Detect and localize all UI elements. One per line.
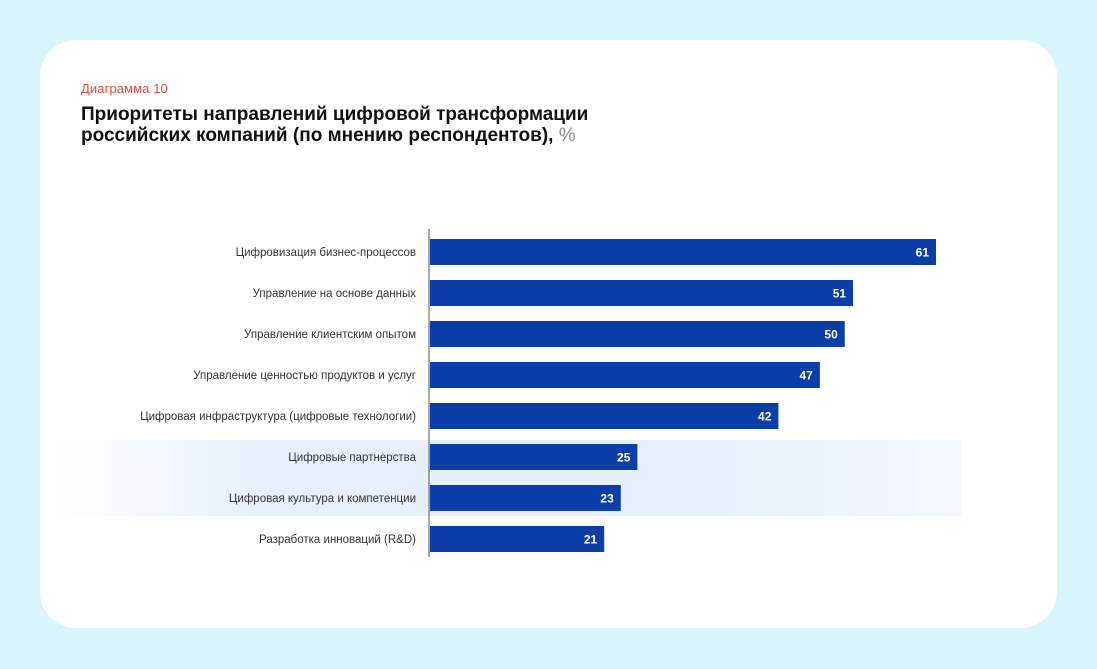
category-label: Цифровая культура и компетенции [229, 493, 416, 505]
category-label: Управление ценностью продуктов и услуг [193, 370, 416, 382]
data-label: 42 [758, 410, 772, 424]
bar [430, 280, 854, 306]
data-label: 61 [916, 246, 930, 260]
chart-title: Приоритеты направлений цифровой трансфор… [81, 104, 681, 146]
chart-title-line1: Приоритеты направлений цифровой трансфор… [81, 104, 589, 125]
bar [430, 321, 845, 347]
bar [430, 362, 820, 388]
bar [430, 444, 638, 470]
category-label: Управление на основе данных [253, 288, 417, 300]
data-label: 51 [833, 287, 847, 301]
bar [430, 526, 605, 552]
category-label: Цифровая инфраструктура (цифровые технол… [140, 411, 416, 423]
bar [430, 239, 936, 265]
category-label: Цифровизация бизнес-процессов [236, 247, 416, 259]
data-label: 25 [617, 451, 631, 465]
bar [430, 485, 621, 511]
bar [430, 403, 779, 429]
category-label: Разработка инноваций (R&D) [259, 534, 416, 546]
data-label: 47 [800, 369, 814, 383]
chart-caption: Диаграмма 10 [81, 81, 168, 96]
chart-title-line2-wrap: российских компаний (по мнению респонден… [81, 125, 681, 146]
chart-title-line2: российских компаний (по мнению респонден… [81, 125, 554, 146]
category-label: Цифровые партнерства [288, 452, 416, 464]
category-label: Управление клиентским опытом [244, 329, 416, 341]
data-label: 21 [584, 533, 598, 547]
data-label: 23 [600, 492, 614, 506]
data-label: 50 [824, 328, 838, 342]
chart-title-unit: % [558, 125, 576, 146]
